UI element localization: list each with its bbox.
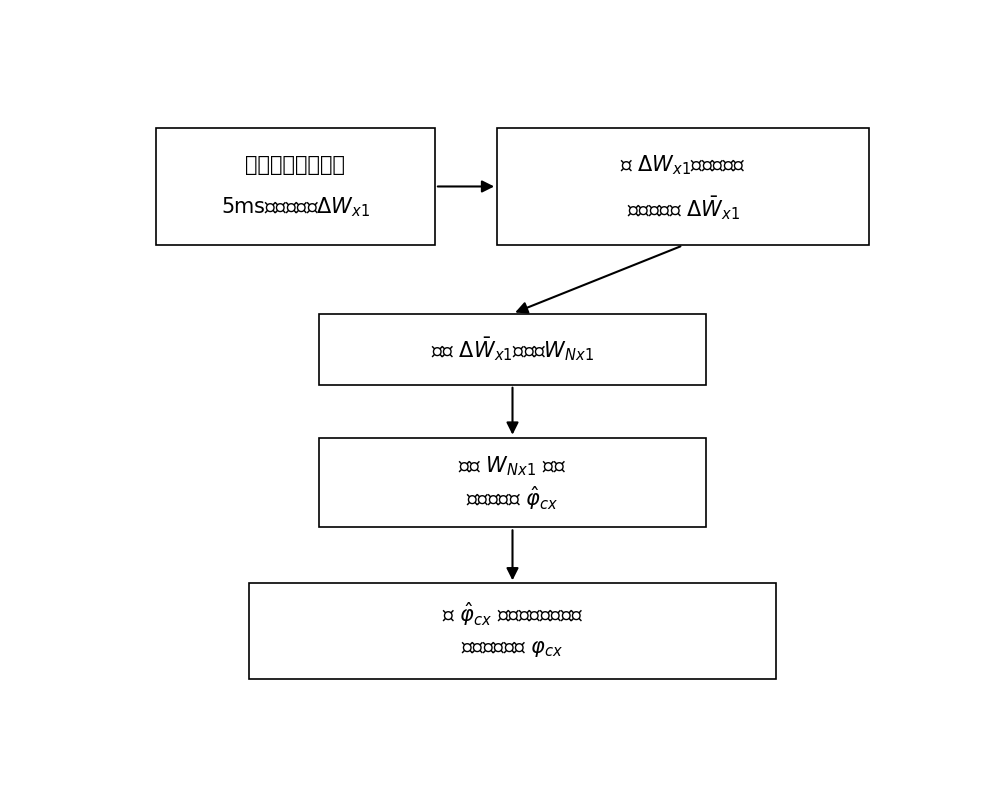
Text: 判别，记录 $\Delta\bar{W}_{x1}$: 判别，记录 $\Delta\bar{W}_{x1}$ [627,194,739,221]
Text: 发出程序指令 $\varphi_{cx}$: 发出程序指令 $\varphi_{cx}$ [461,638,564,658]
Text: 惯性测量装置输出: 惯性测量装置输出 [246,155,346,175]
Text: 利用 $W_{Nx1}$ 插值: 利用 $W_{Nx1}$ 插值 [458,455,567,478]
Text: 计算 $\Delta\bar{W}_{x1}$累加和$W_{Nx1}$: 计算 $\Delta\bar{W}_{x1}$累加和$W_{Nx1}$ [431,335,594,363]
Bar [319,313,706,385]
Bar [497,128,869,246]
Bar [319,438,706,527]
Text: 俯仰程序角 $\hat{\varphi}_{cx}$: 俯仰程序角 $\hat{\varphi}_{cx}$ [466,485,559,513]
Text: 对 $\hat{\varphi}_{cx}$ 进行合理性判别，: 对 $\hat{\varphi}_{cx}$ 进行合理性判别， [442,600,583,628]
Text: 对 $\Delta W_{x1}$进行合理性: 对 $\Delta W_{x1}$进行合理性 [620,154,746,177]
Bar [156,128,435,246]
Bar [249,583,776,679]
Text: 5ms视速度增量$\Delta W_{x1}$: 5ms视速度增量$\Delta W_{x1}$ [221,196,370,220]
